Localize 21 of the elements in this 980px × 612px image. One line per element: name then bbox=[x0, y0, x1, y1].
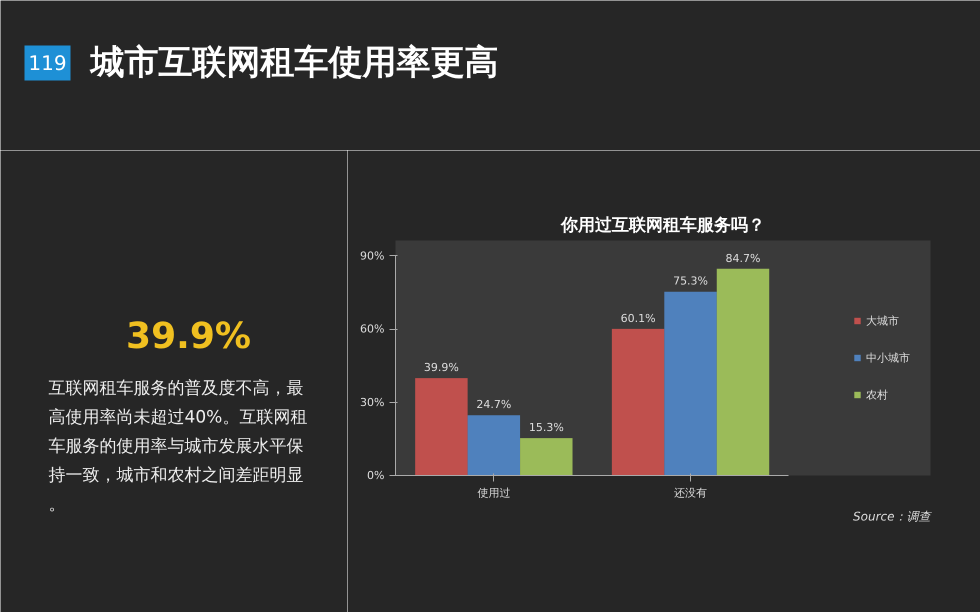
text: 15.3% bbox=[528, 421, 564, 434]
source-note: Source：调查 bbox=[853, 510, 932, 524]
text: 39.9% bbox=[424, 361, 459, 374]
y-tick-label: 90% bbox=[360, 249, 385, 262]
text: 39.9% bbox=[126, 316, 251, 357]
x-tick-label: 使用过 bbox=[477, 486, 510, 500]
chart-subtitle: 你用过互联网租车服务吗？ bbox=[560, 216, 765, 236]
text: 119 bbox=[28, 51, 67, 75]
y-tick-label: 0% bbox=[367, 469, 384, 482]
text: 24.7% bbox=[476, 398, 512, 412]
chart-title: 城市互联网租车使用率更高 bbox=[88, 42, 498, 82]
y-tick-label: 60% bbox=[360, 322, 385, 336]
text: 84.7% bbox=[726, 252, 760, 265]
text: 互联网租车服务的普及度不高，最高使用率尚未超过40%。互联网租车服务的使用率与城市发展水平保持一致，城市和农村之间差距明显。 bbox=[48, 378, 308, 514]
legend-label: 中小城市 bbox=[866, 350, 910, 365]
x-tick-label: 还没有 bbox=[674, 486, 708, 500]
y-tick-label: 30% bbox=[360, 396, 385, 409]
legend-label: 大城市 bbox=[866, 313, 899, 328]
legend-label: 农村 bbox=[866, 387, 888, 402]
text: 60.1% bbox=[620, 312, 656, 325]
text: 75.3% bbox=[673, 274, 708, 288]
